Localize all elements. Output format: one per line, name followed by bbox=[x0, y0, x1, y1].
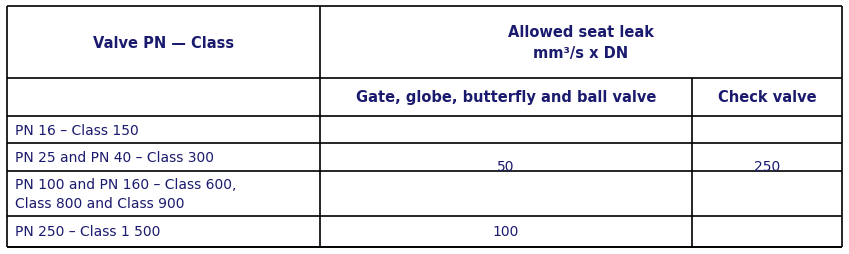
Text: PN 16 – Class 150: PN 16 – Class 150 bbox=[15, 123, 138, 137]
Text: 100: 100 bbox=[492, 225, 519, 239]
Text: 250: 250 bbox=[754, 159, 780, 173]
Text: Gate, globe, butterfly and ball valve: Gate, globe, butterfly and ball valve bbox=[356, 90, 656, 105]
Text: PN 250 – Class 1 500: PN 250 – Class 1 500 bbox=[15, 225, 160, 239]
Text: PN 25 and PN 40 – Class 300: PN 25 and PN 40 – Class 300 bbox=[15, 151, 214, 165]
Text: Valve PN — Class: Valve PN — Class bbox=[93, 36, 234, 51]
Text: PN 100 and PN 160 – Class 600,
Class 800 and Class 900: PN 100 and PN 160 – Class 600, Class 800… bbox=[15, 178, 236, 210]
Text: 50: 50 bbox=[498, 159, 514, 173]
Text: Check valve: Check valve bbox=[717, 90, 816, 105]
Text: Allowed seat leak
mm³/s x DN: Allowed seat leak mm³/s x DN bbox=[508, 25, 654, 61]
